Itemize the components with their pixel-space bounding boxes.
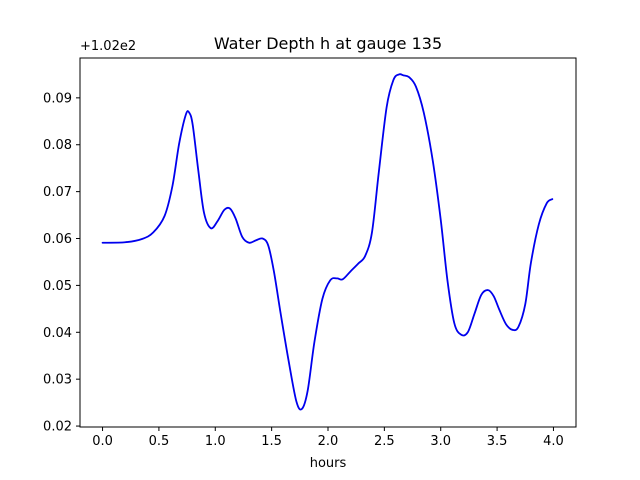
x-tick-label: 2.5 <box>374 434 395 449</box>
x-tick-label: 2.0 <box>318 434 339 449</box>
y-axis-offset-label: +1.02e2 <box>80 39 136 54</box>
y-tick-label: 0.08 <box>43 138 72 153</box>
y-tick-label: 0.04 <box>43 326 72 341</box>
x-tick-label: 4.0 <box>543 434 564 449</box>
y-tick-label: 0.03 <box>43 373 72 388</box>
x-tick-label: 3.5 <box>487 434 508 449</box>
series-lines <box>101 73 554 411</box>
x-axis-label: hours <box>310 456 347 471</box>
y-tick-label: 0.07 <box>43 185 72 200</box>
y-tick-label: 0.06 <box>43 232 72 247</box>
x-tick-label: 0.5 <box>149 434 170 449</box>
y-tick-label: 0.09 <box>43 91 72 106</box>
axis-ticks: 0.0 0.5 1.0 1.5 2.0 2.5 3.0 3.5 4.0 0.02 0.03 0.04 0… <box>43 91 564 449</box>
y-tick-label: 0.05 <box>43 279 72 294</box>
x-tick-label: 1.5 <box>261 434 282 449</box>
y-tick-label: 0.02 <box>43 420 72 435</box>
plot-frame <box>79 57 577 428</box>
x-tick-label: 1.0 <box>205 434 226 449</box>
chart-title: Water Depth h at gauge 135 <box>214 34 442 53</box>
series-line <box>101 73 554 411</box>
x-tick-label: 0.0 <box>92 434 113 449</box>
x-tick-label: 3.0 <box>430 434 451 449</box>
